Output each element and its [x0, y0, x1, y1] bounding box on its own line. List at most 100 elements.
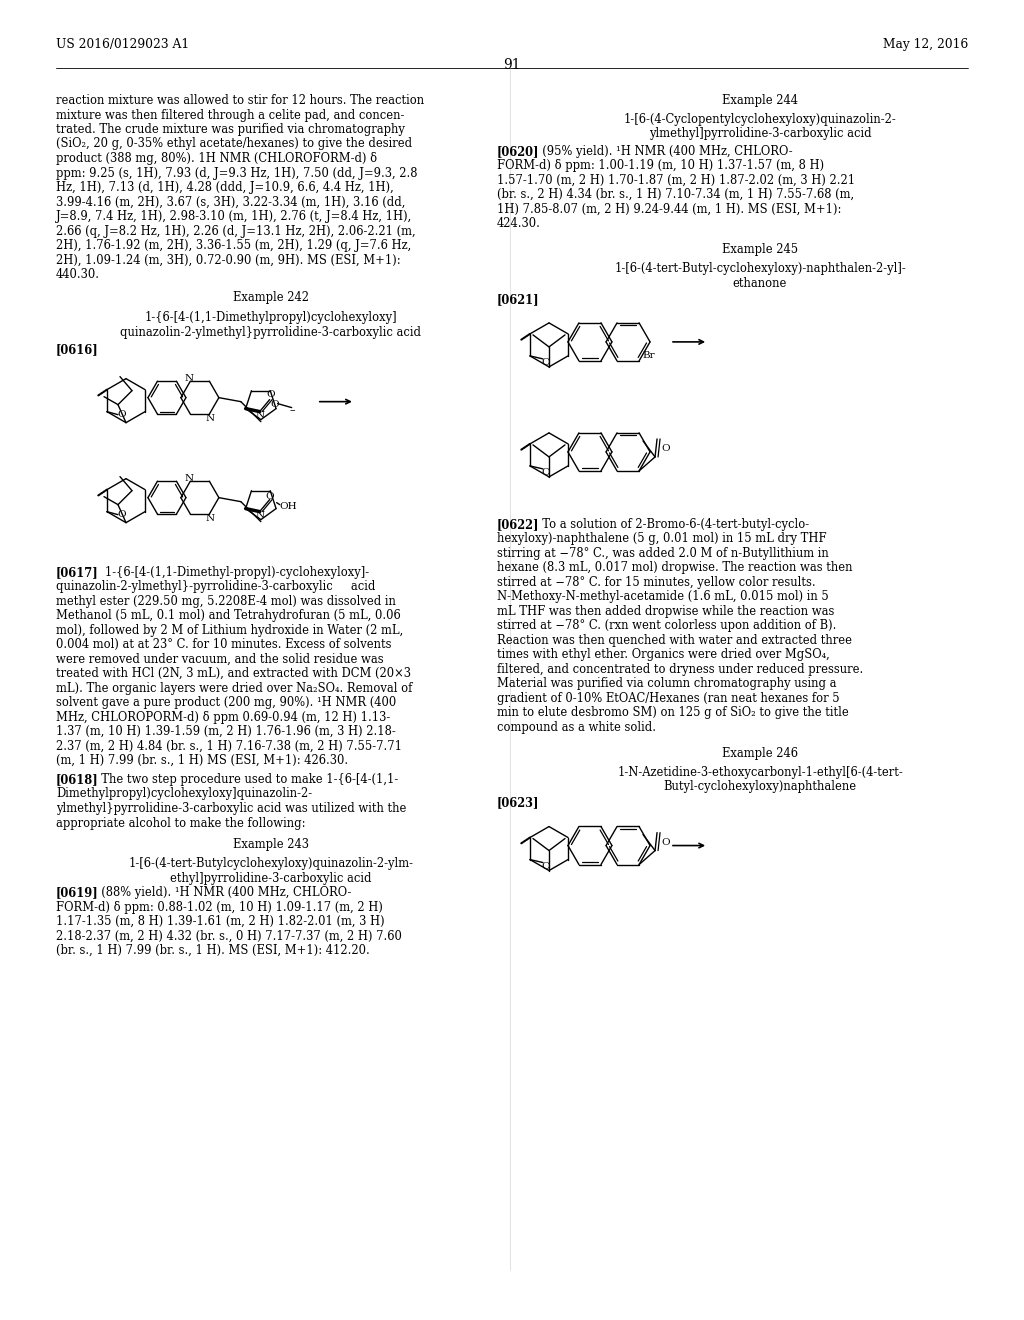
Text: –: – — [290, 405, 296, 416]
Text: O: O — [542, 469, 550, 478]
Text: FORM-d) δ ppm: 0.88-1.02 (m, 10 H) 1.09-1.17 (m, 2 H): FORM-d) δ ppm: 0.88-1.02 (m, 10 H) 1.09-… — [56, 900, 383, 913]
Text: times with ethyl ether. Organics were dried over MgSO₄,: times with ethyl ether. Organics were dr… — [497, 648, 829, 661]
Text: ethanone: ethanone — [733, 277, 787, 289]
Text: (m, 1 H) 7.99 (br. s., 1 H) MS (ESI, M+1): 426.30.: (m, 1 H) 7.99 (br. s., 1 H) MS (ESI, M+1… — [56, 754, 348, 767]
Text: reaction mixture was allowed to stir for 12 hours. The reaction: reaction mixture was allowed to stir for… — [56, 94, 424, 107]
Text: Example 246: Example 246 — [722, 747, 798, 760]
Text: (br. s., 1 H) 7.99 (br. s., 1 H). MS (ESI, M+1): 412.20.: (br. s., 1 H) 7.99 (br. s., 1 H). MS (ES… — [56, 944, 370, 957]
Text: ppm: 9.25 (s, 1H), 7.93 (d, J=9.3 Hz, 1H), 7.50 (dd, J=9.3, 2.8: ppm: 9.25 (s, 1H), 7.93 (d, J=9.3 Hz, 1H… — [56, 166, 418, 180]
Text: product (388 mg, 80%). 1H NMR (CHLOROFORM-d) δ: product (388 mg, 80%). 1H NMR (CHLOROFOR… — [56, 152, 377, 165]
Text: O: O — [266, 389, 275, 399]
Text: N-Methoxy-N-methyl-acetamide (1.6 mL, 0.015 mol) in 5: N-Methoxy-N-methyl-acetamide (1.6 mL, 0.… — [497, 590, 828, 603]
Text: 2.18-2.37 (m, 2 H) 4.32 (br. s., 0 H) 7.17-7.37 (m, 2 H) 7.60: 2.18-2.37 (m, 2 H) 4.32 (br. s., 0 H) 7.… — [56, 929, 401, 942]
Text: mixture was then filtered through a celite pad, and concen-: mixture was then filtered through a celi… — [56, 108, 404, 121]
Text: 2H), 1.76-1.92 (m, 2H), 3.36-1.55 (m, 2H), 1.29 (q, J=7.6 Hz,: 2H), 1.76-1.92 (m, 2H), 3.36-1.55 (m, 2H… — [56, 239, 412, 252]
Text: 1-{6-[4-(1,1-Dimethyl-propyl)-cyclohexyloxy]-: 1-{6-[4-(1,1-Dimethyl-propyl)-cyclohexyl… — [94, 566, 369, 578]
Text: 1.37 (m, 10 H) 1.39-1.59 (m, 2 H) 1.76-1.96 (m, 3 H) 2.18-: 1.37 (m, 10 H) 1.39-1.59 (m, 2 H) 1.76-1… — [56, 725, 395, 738]
Text: trated. The crude mixture was purified via chromatography: trated. The crude mixture was purified v… — [56, 123, 404, 136]
Text: Butyl-cyclohexyloxy)naphthalene: Butyl-cyclohexyloxy)naphthalene — [664, 780, 856, 793]
Text: 1-[6-(4-Cyclopentylcyclohexyloxy)quinazolin-2-: 1-[6-(4-Cyclopentylcyclohexyloxy)quinazo… — [624, 112, 896, 125]
Text: [0617]: [0617] — [56, 566, 98, 578]
Text: (88% yield). ¹H NMR (400 MHz, CHLORO-: (88% yield). ¹H NMR (400 MHz, CHLORO- — [94, 886, 351, 899]
Text: 1H) 7.85-8.07 (m, 2 H) 9.24-9.44 (m, 1 H). MS (ESI, M+1):: 1H) 7.85-8.07 (m, 2 H) 9.24-9.44 (m, 1 H… — [497, 203, 842, 215]
Text: O: O — [270, 400, 280, 409]
Text: [0622]: [0622] — [497, 517, 540, 531]
Text: Example 244: Example 244 — [722, 94, 798, 107]
Text: Example 243: Example 243 — [233, 838, 309, 851]
Text: OH: OH — [280, 502, 297, 511]
Text: (95% yield). ¹H NMR (400 MHz, CHLORO-: (95% yield). ¹H NMR (400 MHz, CHLORO- — [535, 145, 793, 158]
Text: May 12, 2016: May 12, 2016 — [883, 38, 968, 51]
Text: MHz, CHLOROPORM-d) δ ppm 0.69-0.94 (m, 12 H) 1.13-: MHz, CHLOROPORM-d) δ ppm 0.69-0.94 (m, 1… — [56, 710, 390, 723]
Text: methyl ester (229.50 mg, 5.2208E-4 mol) was dissolved in: methyl ester (229.50 mg, 5.2208E-4 mol) … — [56, 594, 396, 607]
Text: The two step procedure used to make 1-{6-[4-(1,1-: The two step procedure used to make 1-{6… — [94, 774, 398, 785]
Text: US 2016/0129023 A1: US 2016/0129023 A1 — [56, 38, 189, 51]
Text: mol), followed by 2 M of Lithium hydroxide in Water (2 mL,: mol), followed by 2 M of Lithium hydroxi… — [56, 623, 403, 636]
Text: 1-N-Azetidine-3-ethoxycarbonyl-1-ethyl[6-(4-tert-: 1-N-Azetidine-3-ethoxycarbonyl-1-ethyl[6… — [617, 766, 903, 779]
Text: ylmethyl}pyrrolidine-3-carboxylic acid was utilized with the: ylmethyl}pyrrolidine-3-carboxylic acid w… — [56, 803, 407, 814]
Text: 1-[6-(4-tert-Butyl-cyclohexyloxy)-naphthalen-2-yl]-: 1-[6-(4-tert-Butyl-cyclohexyloxy)-naphth… — [614, 263, 906, 275]
Text: Methanol (5 mL, 0.1 mol) and Tetrahydrofuran (5 mL, 0.06: Methanol (5 mL, 0.1 mol) and Tetrahydrof… — [56, 609, 400, 622]
Text: filtered, and concentrated to dryness under reduced pressure.: filtered, and concentrated to dryness un… — [497, 663, 863, 676]
Text: J=8.9, 7.4 Hz, 1H), 2.98-3.10 (m, 1H), 2.76 (t, J=8.4 Hz, 1H),: J=8.9, 7.4 Hz, 1H), 2.98-3.10 (m, 1H), 2… — [56, 210, 413, 223]
Text: hexyloxy)-naphthalene (5 g, 0.01 mol) in 15 mL dry THF: hexyloxy)-naphthalene (5 g, 0.01 mol) in… — [497, 532, 826, 545]
Text: 1-[6-(4-tert-Butylcyclohexyloxy)quinazolin-2-ylm-: 1-[6-(4-tert-Butylcyclohexyloxy)quinazol… — [128, 857, 414, 870]
Text: N: N — [255, 511, 264, 520]
Text: 1.57-1.70 (m, 2 H) 1.70-1.87 (m, 2 H) 1.87-2.02 (m, 3 H) 2.21: 1.57-1.70 (m, 2 H) 1.70-1.87 (m, 2 H) 1.… — [497, 174, 855, 186]
Text: O: O — [542, 862, 550, 871]
Text: solvent gave a pure product (200 mg, 90%). ¹H NMR (400: solvent gave a pure product (200 mg, 90%… — [56, 696, 396, 709]
Text: appropriate alcohol to make the following:: appropriate alcohol to make the followin… — [56, 817, 305, 829]
Text: quinazolin-2-ylmethyl}-pyrrolidine-3-carboxylic     acid: quinazolin-2-ylmethyl}-pyrrolidine-3-car… — [56, 581, 376, 593]
Text: [0621]: [0621] — [497, 293, 540, 306]
Text: O: O — [662, 838, 670, 847]
Text: 440.30.: 440.30. — [56, 268, 100, 281]
Text: (br. s., 2 H) 4.34 (br. s., 1 H) 7.10-7.34 (m, 1 H) 7.55-7.68 (m,: (br. s., 2 H) 4.34 (br. s., 1 H) 7.10-7.… — [497, 189, 854, 201]
Text: [0616]: [0616] — [56, 343, 98, 356]
Text: O: O — [118, 411, 126, 420]
Text: Material was purified via column chromatography using a: Material was purified via column chromat… — [497, 677, 837, 690]
Text: min to elute desbromo SM) on 125 g of SiO₂ to give the title: min to elute desbromo SM) on 125 g of Si… — [497, 706, 849, 719]
Text: (SiO₂, 20 g, 0-35% ethyl acetate/hexanes) to give the desired: (SiO₂, 20 g, 0-35% ethyl acetate/hexanes… — [56, 137, 412, 150]
Text: O: O — [662, 445, 670, 454]
Text: ethyl]pyrrolidine-3-carboxylic acid: ethyl]pyrrolidine-3-carboxylic acid — [170, 871, 372, 884]
Text: stirred at −78° C. for 15 minutes, yellow color results.: stirred at −78° C. for 15 minutes, yello… — [497, 576, 816, 589]
Text: FORM-d) δ ppm: 1.00-1.19 (m, 10 H) 1.37-1.57 (m, 8 H): FORM-d) δ ppm: 1.00-1.19 (m, 10 H) 1.37-… — [497, 160, 824, 172]
Text: mL THF was then added dropwise while the reaction was: mL THF was then added dropwise while the… — [497, 605, 835, 618]
Text: N: N — [206, 513, 215, 523]
Text: N: N — [206, 413, 215, 422]
Text: compound as a white solid.: compound as a white solid. — [497, 721, 656, 734]
Text: [0619]: [0619] — [56, 886, 98, 899]
Text: 91: 91 — [504, 58, 520, 73]
Text: 3.99-4.16 (m, 2H), 3.67 (s, 3H), 3.22-3.34 (m, 1H), 3.16 (dd,: 3.99-4.16 (m, 2H), 3.67 (s, 3H), 3.22-3.… — [56, 195, 406, 209]
Text: gradient of 0-10% EtOAC/Hexanes (ran neat hexanes for 5: gradient of 0-10% EtOAC/Hexanes (ran nea… — [497, 692, 840, 705]
Text: 2.37 (m, 2 H) 4.84 (br. s., 1 H) 7.16-7.38 (m, 2 H) 7.55-7.71: 2.37 (m, 2 H) 4.84 (br. s., 1 H) 7.16-7.… — [56, 739, 402, 752]
Text: 1.17-1.35 (m, 8 H) 1.39-1.61 (m, 2 H) 1.82-2.01 (m, 3 H): 1.17-1.35 (m, 8 H) 1.39-1.61 (m, 2 H) 1.… — [56, 915, 385, 928]
Text: Br: Br — [642, 351, 654, 360]
Text: Dimethylpropyl)cyclohexyloxy]quinazolin-2-: Dimethylpropyl)cyclohexyloxy]quinazolin-… — [56, 788, 312, 800]
Text: N: N — [184, 374, 194, 383]
Text: quinazolin-2-ylmethyl}pyrrolidine-3-carboxylic acid: quinazolin-2-ylmethyl}pyrrolidine-3-carb… — [121, 326, 422, 339]
Text: [0618]: [0618] — [56, 774, 98, 785]
Text: N: N — [255, 411, 264, 420]
Text: Hz, 1H), 7.13 (d, 1H), 4.28 (ddd, J=10.9, 6.6, 4.4 Hz, 1H),: Hz, 1H), 7.13 (d, 1H), 4.28 (ddd, J=10.9… — [56, 181, 394, 194]
Text: stirring at −78° C., was added 2.0 M of n-Butyllithium in: stirring at −78° C., was added 2.0 M of … — [497, 546, 828, 560]
Text: 1-{6-[4-(1,1-Dimethylpropyl)cyclohexyloxy]: 1-{6-[4-(1,1-Dimethylpropyl)cyclohexylox… — [144, 312, 397, 325]
Text: O: O — [265, 491, 274, 500]
Text: Example 245: Example 245 — [722, 243, 798, 256]
Text: N: N — [184, 474, 194, 483]
Text: treated with HCl (2N, 3 mL), and extracted with DCM (20×3: treated with HCl (2N, 3 mL), and extract… — [56, 667, 411, 680]
Text: hexane (8.3 mL, 0.017 mol) dropwise. The reaction was then: hexane (8.3 mL, 0.017 mol) dropwise. The… — [497, 561, 853, 574]
Text: To a solution of 2-Bromo-6-(4-tert-butyl-cyclo-: To a solution of 2-Bromo-6-(4-tert-butyl… — [535, 517, 809, 531]
Text: 0.004 mol) at at 23° C. for 10 minutes. Excess of solvents: 0.004 mol) at at 23° C. for 10 minutes. … — [56, 638, 391, 651]
Text: mL). The organic layers were dried over Na₂SO₄. Removal of: mL). The organic layers were dried over … — [56, 681, 413, 694]
Text: O: O — [542, 359, 550, 367]
Text: 2H), 1.09-1.24 (m, 3H), 0.72-0.90 (m, 9H). MS (ESI, M+1):: 2H), 1.09-1.24 (m, 3H), 0.72-0.90 (m, 9H… — [56, 253, 400, 267]
Text: were removed under vacuum, and the solid residue was: were removed under vacuum, and the solid… — [56, 652, 384, 665]
Text: Reaction was then quenched with water and extracted three: Reaction was then quenched with water an… — [497, 634, 852, 647]
Text: stirred at −78° C. (rxn went colorless upon addition of B).: stirred at −78° C. (rxn went colorless u… — [497, 619, 837, 632]
Text: [0623]: [0623] — [497, 796, 540, 809]
Text: Example 242: Example 242 — [233, 292, 309, 304]
Text: O: O — [118, 510, 126, 519]
Text: [0620]: [0620] — [497, 145, 540, 158]
Text: ylmethyl]pyrrolidine-3-carboxylic acid: ylmethyl]pyrrolidine-3-carboxylic acid — [648, 127, 871, 140]
